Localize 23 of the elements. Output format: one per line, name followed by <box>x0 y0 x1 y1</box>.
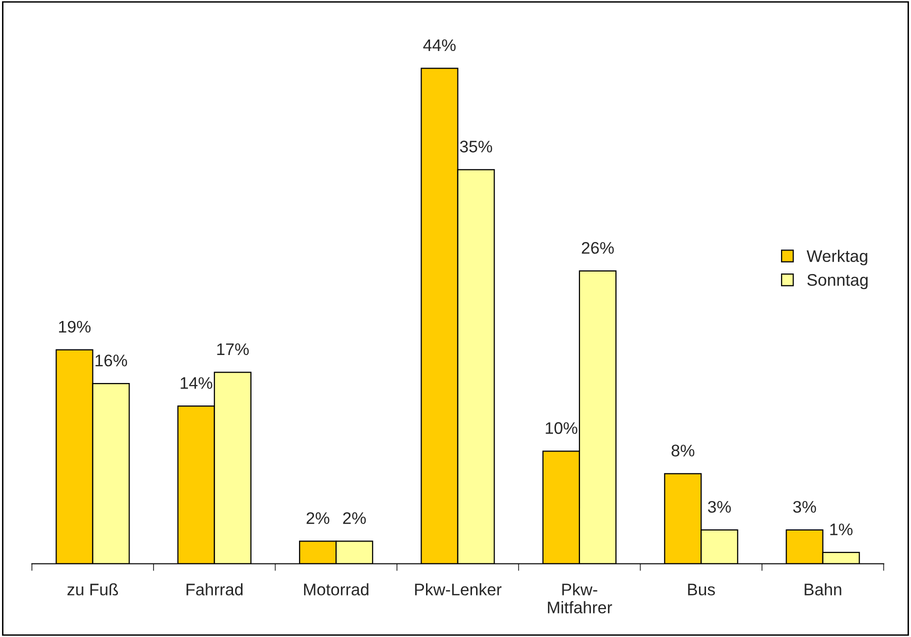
data-label: 10% <box>546 422 578 434</box>
x-tick-label: Motorrad <box>304 583 368 596</box>
data-label: 2% <box>343 512 366 524</box>
data-label: 26% <box>582 242 614 254</box>
x-tick-label: Pkw- Mitfahrer <box>548 583 612 614</box>
data-label: 16% <box>96 354 128 366</box>
data-label: 14% <box>180 377 212 389</box>
data-label: 3% <box>793 500 816 513</box>
data-label: 8% <box>672 444 694 456</box>
data-label: 44% <box>423 39 456 52</box>
x-tick-label: Fahrrad <box>186 583 243 596</box>
data-label: 19% <box>59 320 91 333</box>
data-label: 17% <box>217 343 249 356</box>
legend-label: Werktag <box>806 250 868 266</box>
legend-label: Sonntag <box>807 274 868 290</box>
x-tick-label: Bus <box>688 584 715 596</box>
data-label: 1% <box>830 524 853 536</box>
x-tick-label: Bahn <box>804 583 842 596</box>
data-label: 35% <box>460 140 492 152</box>
x-tick-label: Pkw-Lenker <box>415 583 502 596</box>
x-tick-label: zu Fuß <box>67 583 118 596</box>
data-label: 2% <box>306 512 330 524</box>
data-label: 3% <box>708 500 731 513</box>
